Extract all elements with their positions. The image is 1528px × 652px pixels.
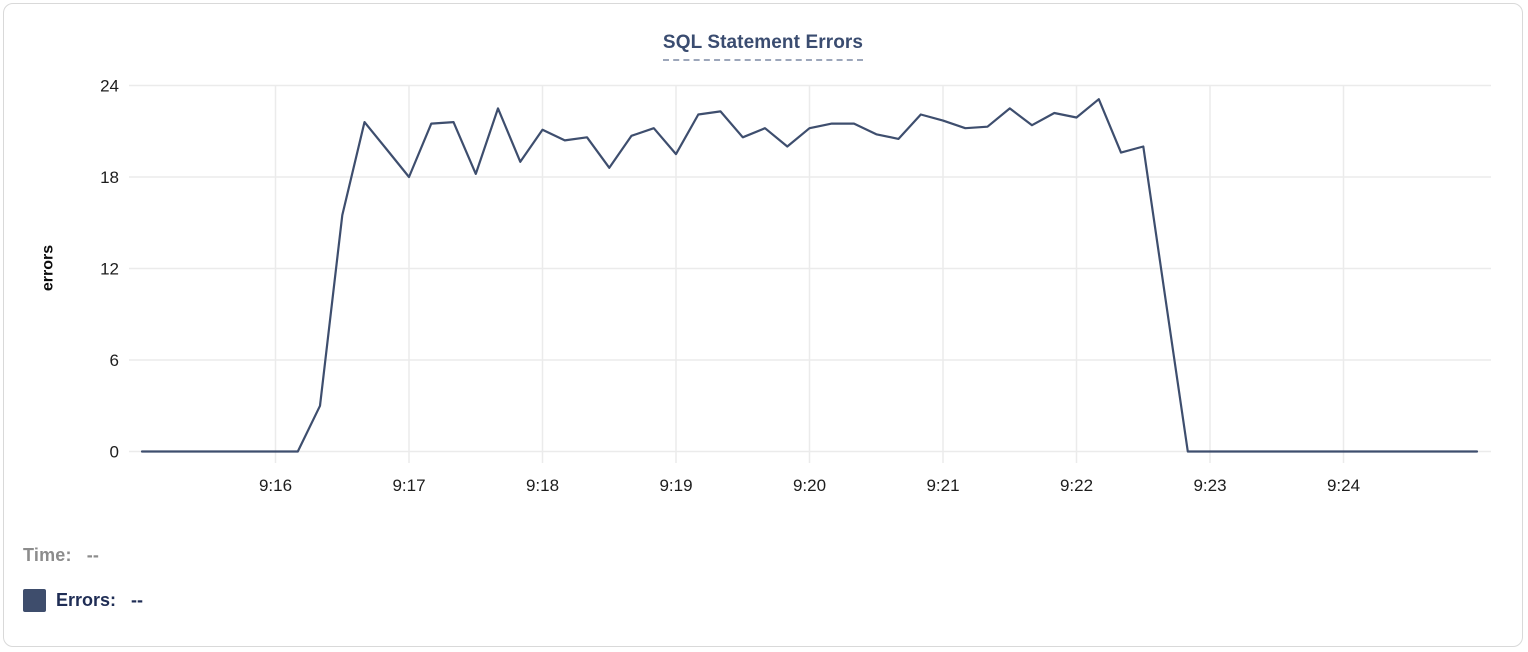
x-gridlines <box>274 85 1345 463</box>
errors-value: -- <box>131 590 144 610</box>
svg-text:0: 0 <box>110 443 119 462</box>
svg-text:24: 24 <box>100 77 119 96</box>
plot-area[interactable] <box>142 85 1477 452</box>
svg-text:9:18: 9:18 <box>526 476 559 495</box>
chart-line[interactable] <box>140 98 1479 453</box>
svg-text:9:21: 9:21 <box>926 476 959 495</box>
errors-chart: 0 6 12 18 24 9:16 9:17 9:18 9:19 9:20 9:21 9:22 9:2… <box>40 77 1491 495</box>
svg-text:9:16: 9:16 <box>259 476 292 495</box>
y-axis-title: errors <box>40 245 57 291</box>
legend: Time: -- Errors: -- <box>23 545 143 612</box>
errors-label: Errors: <box>56 590 117 610</box>
chart-card: 0 6 12 18 24 9:16 9:17 9:18 9:19 9:20 9:21 9:22 9:2… <box>3 3 1523 647</box>
time-label: Time: <box>23 545 72 565</box>
chart-header: SQL Statement Errors <box>4 32 1522 61</box>
errors-series-swatch <box>23 589 46 612</box>
x-tick-labels: 9:16 9:17 9:18 9:19 9:20 9:21 9:22 9:23 9:24 <box>259 476 1360 495</box>
svg-text:9:23: 9:23 <box>1193 476 1226 495</box>
y-tick-labels: 0 6 12 18 24 <box>100 77 119 462</box>
legend-time-row: Time: -- <box>23 545 143 566</box>
time-value: -- <box>86 545 100 565</box>
svg-text:9:22: 9:22 <box>1060 476 1093 495</box>
svg-text:9:19: 9:19 <box>659 476 692 495</box>
svg-text:6: 6 <box>110 351 119 370</box>
legend-errors-row: Errors: -- <box>23 589 143 612</box>
svg-text:9:24: 9:24 <box>1327 476 1360 495</box>
chart-title[interactable]: SQL Statement Errors <box>662 32 864 61</box>
svg-text:12: 12 <box>100 260 119 279</box>
svg-text:18: 18 <box>100 168 119 187</box>
svg-text:9:17: 9:17 <box>392 476 425 495</box>
svg-text:9:20: 9:20 <box>793 476 826 495</box>
